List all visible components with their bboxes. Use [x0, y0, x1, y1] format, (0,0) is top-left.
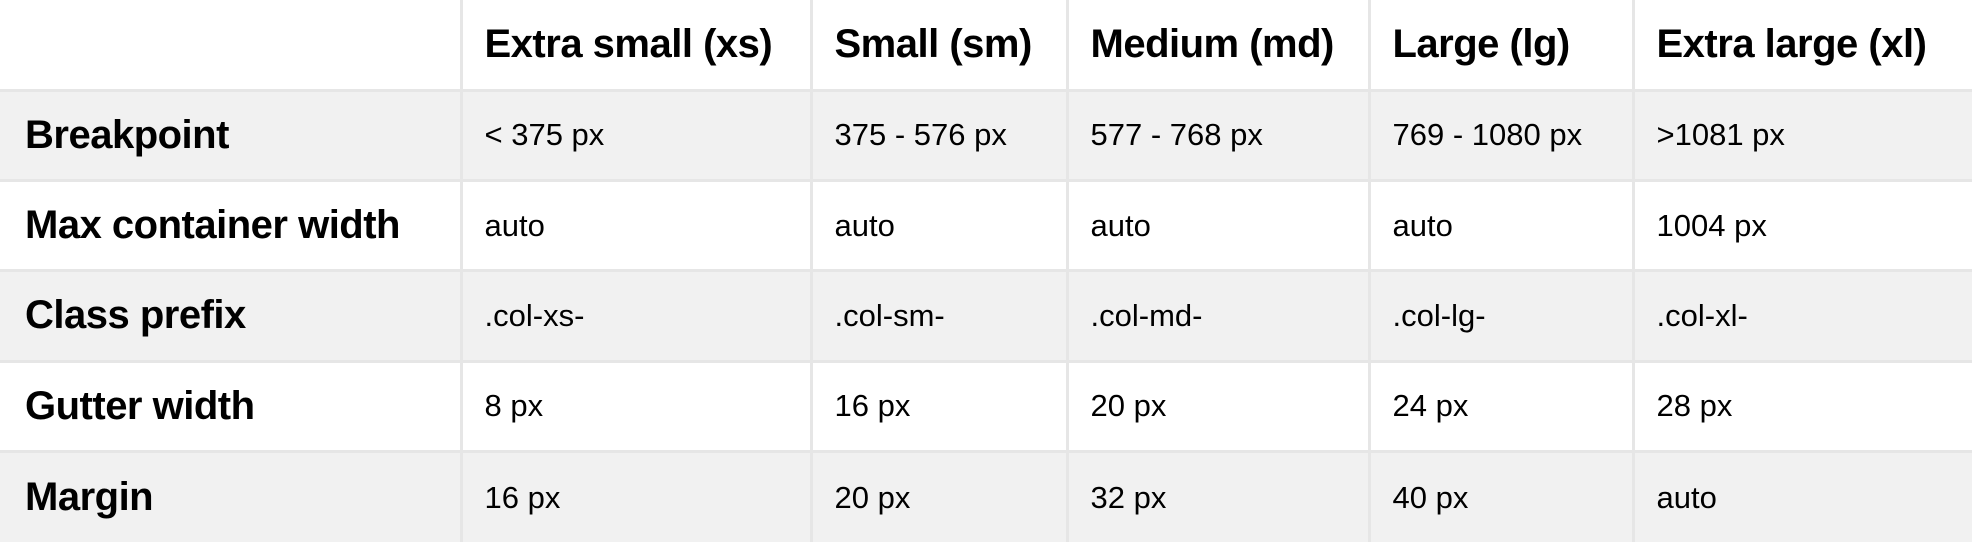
- table-cell: 8 px: [459, 359, 813, 454]
- table-cell: 1004 px: [1631, 178, 1972, 273]
- table-cell: 375 - 576 px: [809, 88, 1069, 182]
- table-cell: 24 px: [1367, 359, 1635, 454]
- table-cell: 28 px: [1631, 359, 1972, 454]
- table-row: Max container width auto auto auto auto …: [0, 178, 1972, 273]
- table-row: Gutter width 8 px 16 px 20 px 24 px 28 p…: [0, 359, 1972, 454]
- table-cell: 20 px: [809, 450, 1069, 542]
- table-corner-cell: [0, 0, 463, 92]
- table-cell: 20 px: [1065, 359, 1371, 454]
- row-header-gutter-width: Gutter width: [0, 359, 463, 454]
- column-header-xl: Extra large (xl): [1631, 0, 1972, 92]
- table-cell: auto: [809, 178, 1069, 273]
- column-header-md: Medium (md): [1065, 0, 1371, 92]
- table-header-row: Extra small (xs) Small (sm) Medium (md) …: [0, 0, 1972, 92]
- row-header-breakpoint: Breakpoint: [0, 88, 463, 182]
- table-cell: < 375 px: [459, 88, 813, 182]
- table-cell: 32 px: [1065, 450, 1371, 542]
- table-cell: .col-xl-: [1631, 269, 1972, 363]
- table-cell: 16 px: [459, 450, 813, 542]
- table-row: Margin 16 px 20 px 32 px 40 px auto: [0, 450, 1972, 542]
- table-cell: 577 - 768 px: [1065, 88, 1371, 182]
- table-cell: auto: [459, 178, 813, 273]
- row-header-max-container-width: Max container width: [0, 178, 463, 273]
- row-header-class-prefix: Class prefix: [0, 269, 463, 363]
- table-cell: >1081 px: [1631, 88, 1972, 182]
- table-cell: .col-md-: [1065, 269, 1371, 363]
- column-header-xs: Extra small (xs): [459, 0, 813, 92]
- table-cell: 40 px: [1367, 450, 1635, 542]
- column-header-sm: Small (sm): [809, 0, 1069, 92]
- table-row: Class prefix .col-xs- .col-sm- .col-md- …: [0, 269, 1972, 363]
- table-cell: auto: [1631, 450, 1972, 542]
- table-cell: auto: [1367, 178, 1635, 273]
- table-cell: 769 - 1080 px: [1367, 88, 1635, 182]
- table-cell: 16 px: [809, 359, 1069, 454]
- column-header-lg: Large (lg): [1367, 0, 1635, 92]
- table-row: Breakpoint < 375 px 375 - 576 px 577 - 7…: [0, 88, 1972, 182]
- table-cell: .col-xs-: [459, 269, 813, 363]
- table-cell: .col-lg-: [1367, 269, 1635, 363]
- table-cell: .col-sm-: [809, 269, 1069, 363]
- row-header-margin: Margin: [0, 450, 463, 542]
- table-cell: auto: [1065, 178, 1371, 273]
